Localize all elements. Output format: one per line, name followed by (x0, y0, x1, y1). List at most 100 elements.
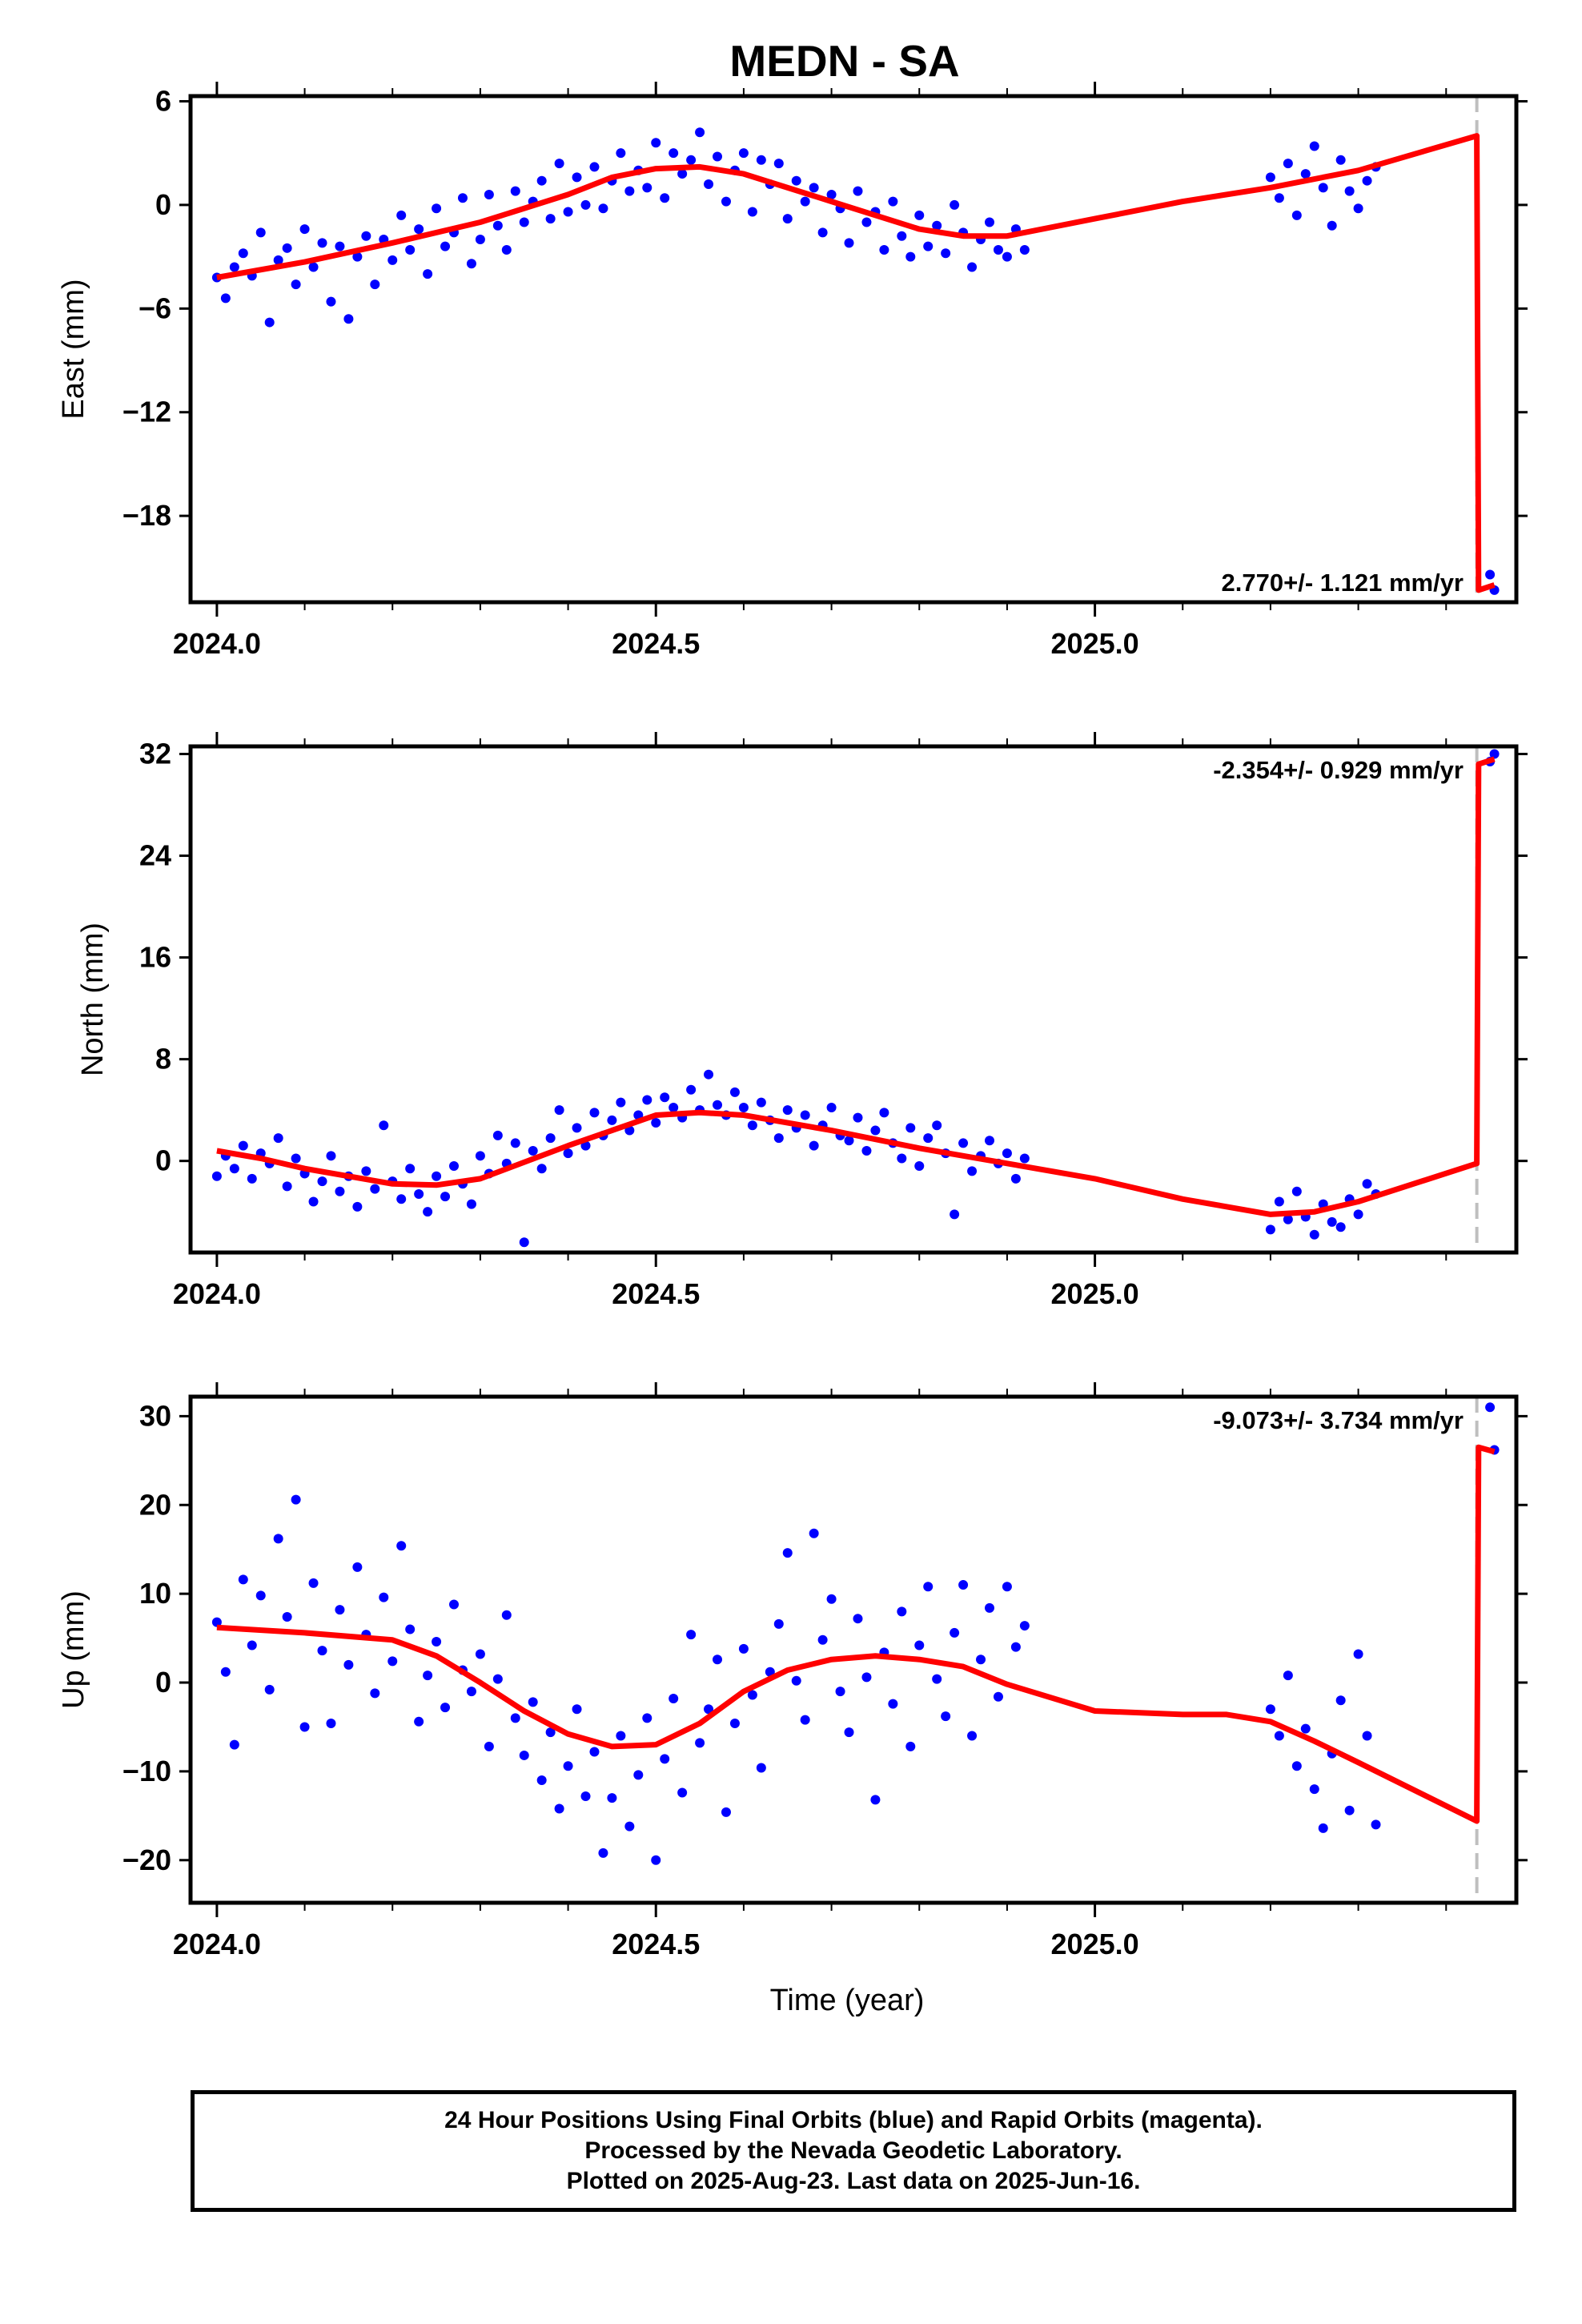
data-point (738, 1102, 749, 1112)
data-point (387, 1656, 398, 1667)
data-point (238, 1574, 248, 1585)
data-point (695, 1738, 705, 1748)
data-point (440, 1703, 451, 1713)
data-point (484, 189, 494, 199)
data-point (1362, 1731, 1372, 1741)
data-point (721, 196, 731, 207)
chart-panel-1: −18 −12 −6 0 6 2024.0 2024.5 2025.0 East (mm) 2.7… (57, 82, 1528, 660)
data-point (607, 1115, 617, 1125)
data-point (941, 248, 951, 259)
data-point (817, 1634, 828, 1645)
data-point (291, 1153, 301, 1164)
data-point (1344, 1805, 1355, 1815)
data-point (1485, 1402, 1496, 1413)
data-point (229, 1739, 239, 1750)
data-point (291, 1494, 301, 1505)
data-point (211, 1171, 222, 1181)
data-point (361, 1166, 371, 1176)
data-point (326, 296, 336, 307)
data-point (220, 293, 231, 304)
data-point (423, 1671, 433, 1681)
footer-line-1: 24 Hour Positions Using Final Orbits (bl… (444, 2107, 1263, 2133)
y-tick-label: 6 (155, 84, 171, 117)
data-point (466, 1687, 476, 1697)
data-point (1291, 1761, 1302, 1771)
data-point (291, 279, 301, 290)
page-title: MEDN - SA (729, 36, 960, 86)
data-point (923, 241, 934, 251)
data-point (598, 1848, 608, 1858)
data-point (765, 1667, 775, 1677)
data-point (914, 1161, 925, 1172)
data-point (414, 1188, 424, 1199)
data-point (308, 1578, 319, 1588)
data-point (554, 159, 564, 169)
data-point (247, 1173, 257, 1184)
y-tick-label: 24 (139, 839, 171, 872)
data-point (326, 1151, 336, 1161)
data-point (1300, 1723, 1311, 1734)
data-point (317, 1646, 327, 1656)
data-point (580, 199, 591, 210)
data-point (1335, 1695, 1346, 1706)
data-point (405, 244, 416, 255)
data-point (791, 1675, 801, 1686)
data-point (897, 1606, 907, 1617)
data-point (1489, 749, 1500, 759)
y-tick-label: −20 (122, 1844, 171, 1876)
data-point (1010, 1173, 1021, 1184)
x-tick-label: 2025.0 (1051, 627, 1139, 660)
data-point (800, 1110, 810, 1120)
x-tick-label: 2024.5 (612, 627, 700, 660)
data-point (835, 1687, 845, 1697)
data-point (1309, 1229, 1319, 1240)
data-point (414, 224, 424, 235)
data-point (326, 1719, 336, 1729)
model-fit-line (216, 1444, 1496, 1824)
data-point (677, 169, 688, 179)
data-point (747, 207, 757, 217)
data-point (335, 1605, 345, 1615)
data-point (651, 1855, 661, 1865)
data-point (1291, 210, 1302, 220)
data-point (756, 1097, 766, 1108)
y-tick-label: 0 (155, 1144, 171, 1177)
data-point (897, 1153, 907, 1164)
data-point (370, 1688, 380, 1699)
data-point (905, 1741, 916, 1751)
data-point (1265, 1224, 1275, 1235)
y-tick-label: 20 (139, 1488, 171, 1521)
data-point (817, 227, 828, 238)
data-point (343, 314, 354, 324)
y-tick-label: 16 (139, 941, 171, 974)
data-point (747, 1120, 757, 1131)
data-point (888, 1699, 898, 1709)
data-point (440, 241, 451, 251)
data-point (993, 244, 1003, 255)
data-point (457, 193, 468, 203)
y-tick-label: 32 (139, 738, 171, 770)
data-point (1283, 159, 1293, 169)
data-point (492, 220, 503, 231)
data-point (563, 1761, 573, 1771)
data-point (721, 1807, 731, 1817)
data-point (282, 243, 292, 253)
data-point (897, 231, 907, 241)
data-point (826, 1102, 837, 1112)
data-point (1283, 1671, 1293, 1681)
data-point (510, 186, 520, 196)
data-point (967, 1166, 978, 1176)
data-point (501, 1610, 512, 1620)
data-point (1353, 203, 1363, 214)
chart-panel-3: −20 −10 0 10 20 30 2024.0 2024.5 2025.0 Up (mm) Ti… (57, 1382, 1528, 2017)
data-point (1002, 1148, 1012, 1159)
data-point (1300, 169, 1311, 179)
data-point (335, 241, 345, 251)
data-point (853, 1614, 863, 1624)
data-point (1283, 1214, 1293, 1224)
data-point (747, 1690, 757, 1700)
data-point (475, 1649, 485, 1659)
data-point (861, 1672, 872, 1683)
data-point (950, 1627, 960, 1638)
data-point (1265, 172, 1275, 183)
